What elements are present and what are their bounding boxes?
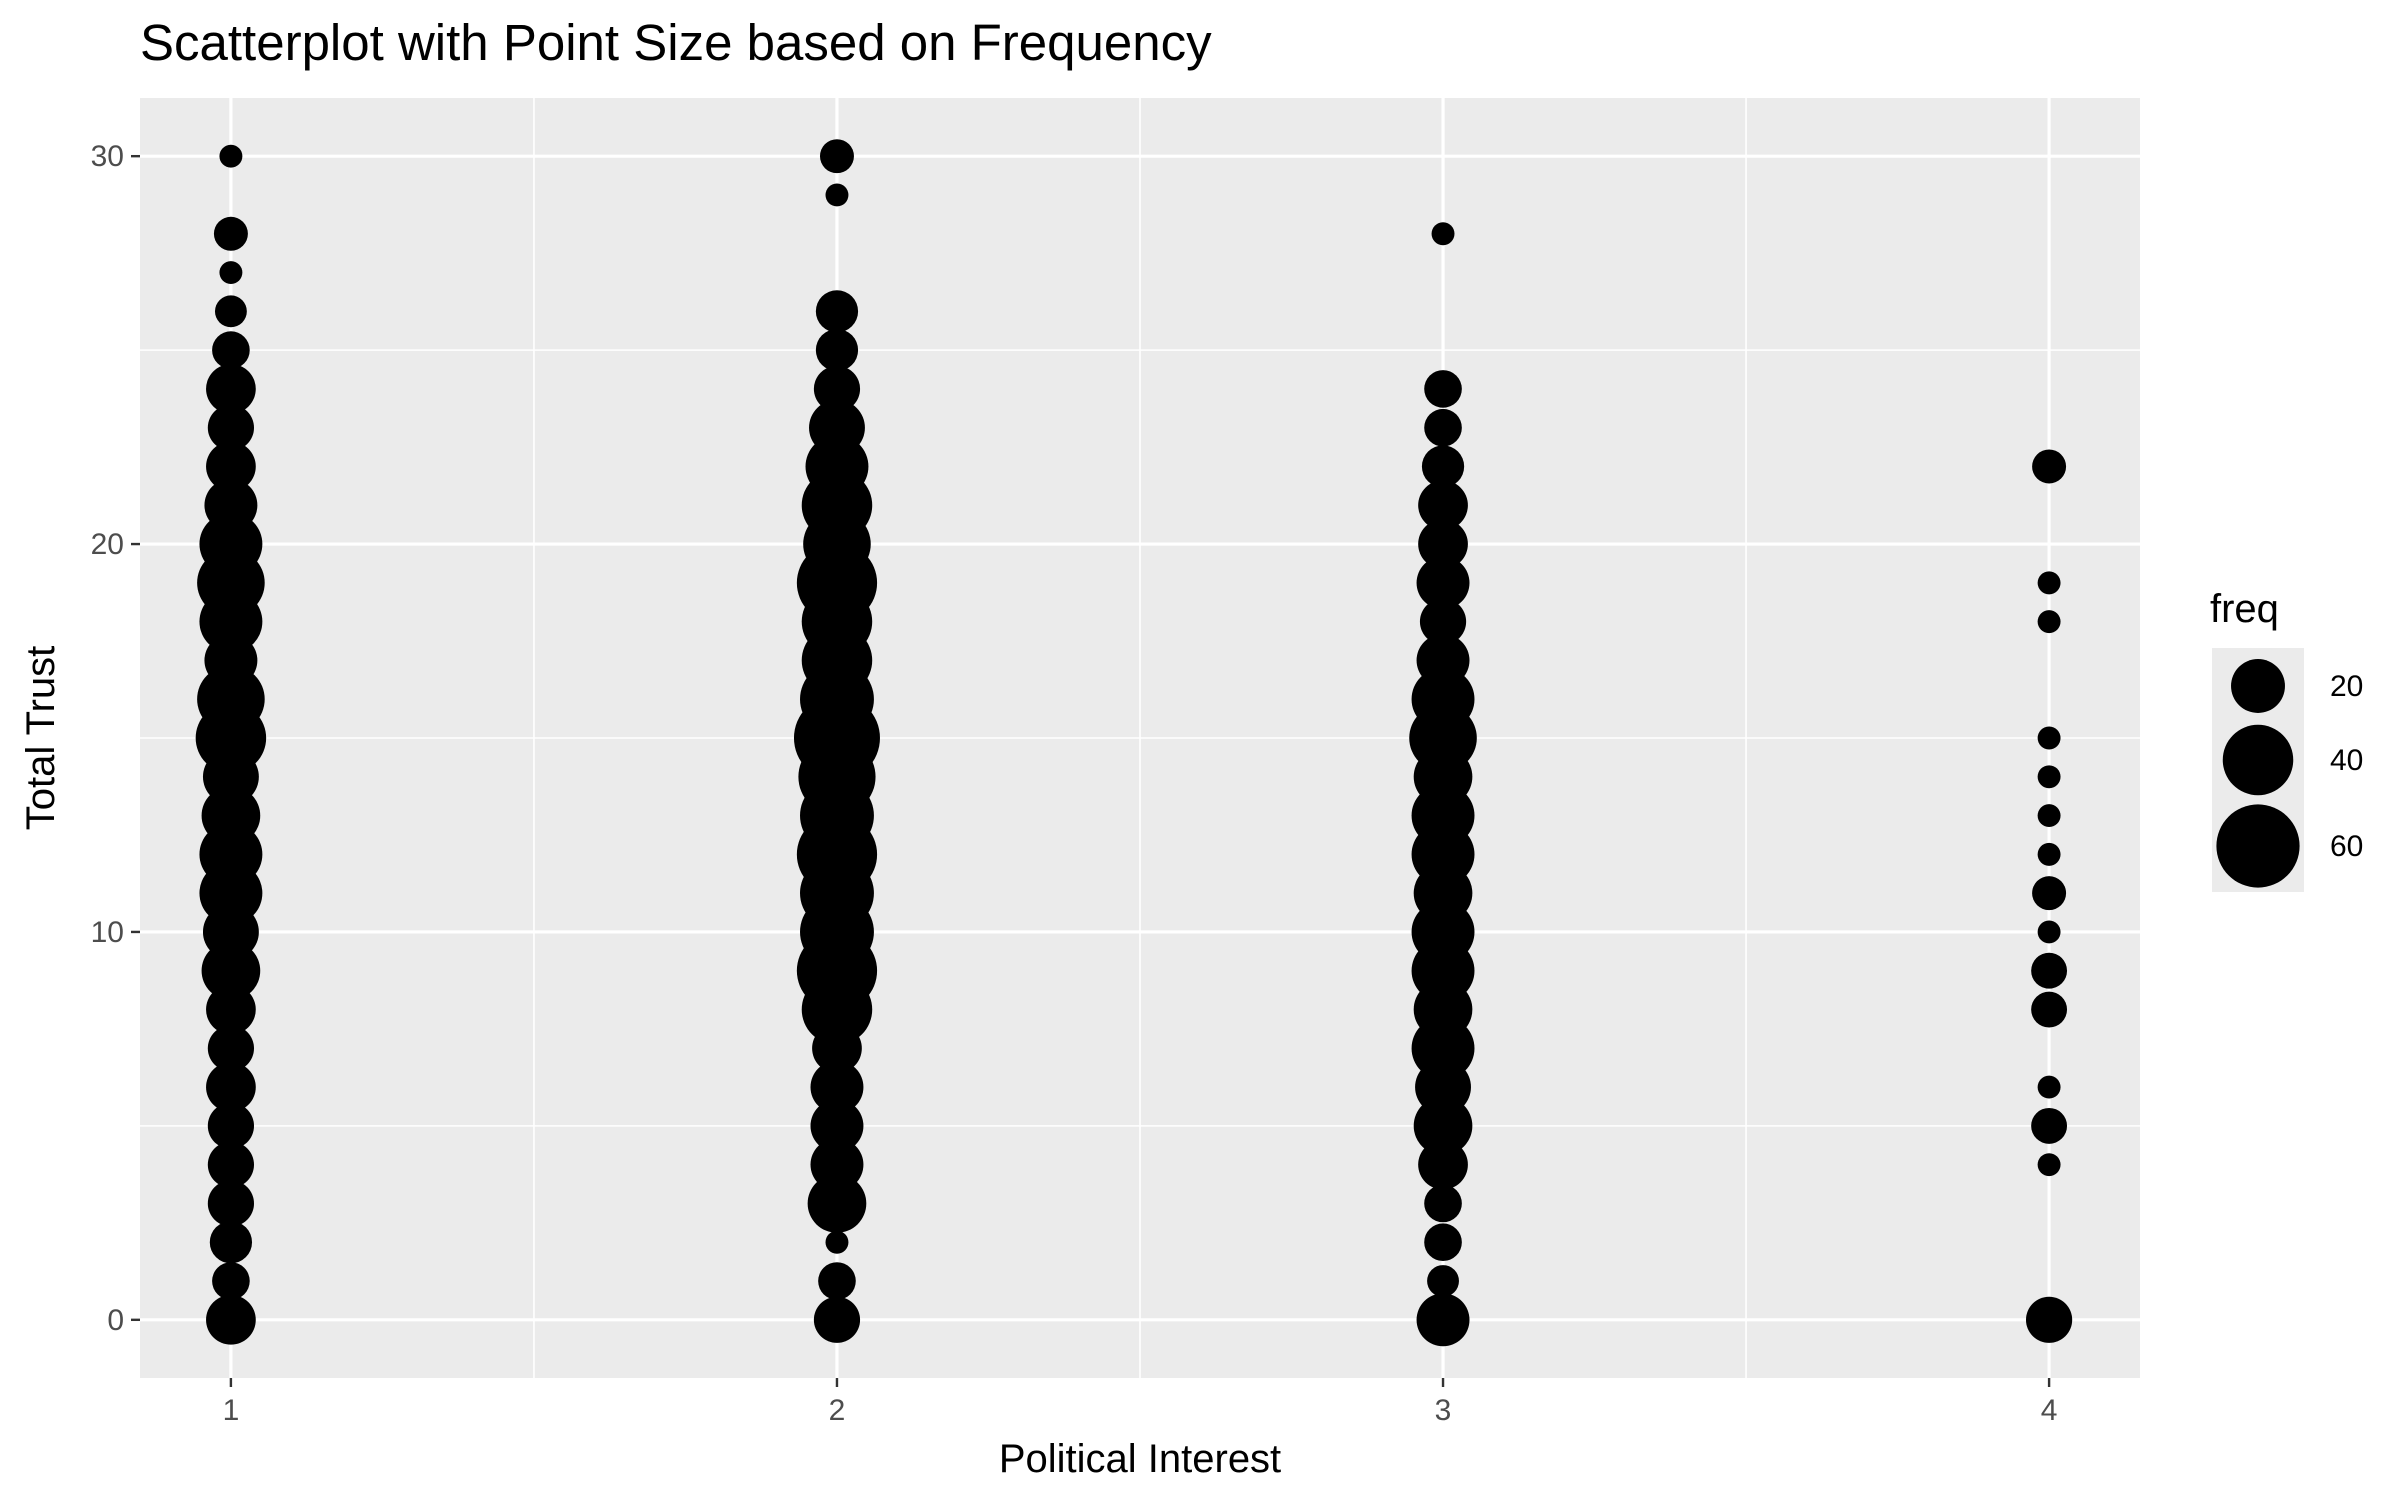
data-point	[207, 1102, 255, 1149]
data-point	[810, 1099, 864, 1153]
data-point	[2037, 610, 2061, 634]
data-point	[209, 1221, 253, 1264]
data-point	[819, 139, 854, 174]
x-axis-ticks: 1 2 3 4	[223, 1378, 2058, 1427]
data-point	[2031, 1107, 2068, 1144]
data-point	[2025, 1296, 2073, 1343]
data-point	[206, 364, 256, 414]
chart-title: Scatterplot with Point Size based on Fre…	[140, 14, 1212, 71]
x-axis-title: Political Interest	[999, 1437, 1281, 1481]
data-point	[1424, 1184, 1462, 1223]
data-point	[2037, 920, 2061, 944]
data-point	[1418, 480, 1468, 531]
legend-key-circle	[2216, 804, 2300, 888]
data-point	[212, 1262, 250, 1300]
y-tick-label: 30	[91, 140, 124, 173]
legend-key-label: 20	[2330, 670, 2363, 703]
data-point	[2031, 991, 2068, 1028]
data-point	[219, 144, 243, 168]
x-tick-label: 1	[223, 1394, 240, 1427]
data-point	[801, 974, 873, 1045]
data-point	[213, 216, 248, 251]
data-point	[813, 1296, 861, 1343]
data-point	[2037, 571, 2061, 595]
data-point	[813, 365, 861, 413]
data-point	[207, 1141, 255, 1188]
data-point	[2037, 1075, 2061, 1099]
data-point	[207, 404, 255, 451]
data-point	[1427, 1265, 1459, 1297]
data-point	[1419, 598, 1467, 645]
data-point	[1424, 370, 1462, 408]
data-point	[2032, 876, 2067, 911]
data-point	[2037, 842, 2061, 866]
data-point	[1424, 408, 1462, 447]
data-point	[810, 1060, 864, 1114]
data-point	[825, 183, 849, 207]
y-axis-title: Total Trust	[19, 646, 63, 831]
data-point	[2037, 765, 2061, 789]
data-point	[1416, 556, 1470, 610]
data-point	[825, 1230, 849, 1254]
x-tick-label: 4	[2041, 1394, 2058, 1427]
data-point	[1416, 1293, 1470, 1347]
data-point	[206, 1294, 256, 1345]
data-point	[1431, 222, 1455, 246]
data-point	[201, 941, 261, 1001]
data-point	[2031, 952, 2068, 989]
y-tick-label: 10	[91, 916, 124, 949]
data-point	[199, 590, 263, 654]
data-point	[219, 261, 243, 285]
data-point	[207, 1025, 255, 1072]
data-points	[195, 139, 2073, 1347]
data-point	[1421, 445, 1465, 488]
data-point	[207, 1180, 255, 1227]
data-point	[815, 290, 859, 333]
data-point	[1413, 1096, 1473, 1156]
y-tick-label: 0	[107, 1304, 124, 1337]
data-point	[818, 1262, 856, 1300]
data-point	[2037, 804, 2061, 828]
data-point	[1424, 1223, 1462, 1262]
data-point	[812, 1023, 862, 1074]
x-tick-label: 2	[829, 1394, 846, 1427]
data-point	[206, 984, 256, 1035]
data-point	[815, 329, 859, 372]
data-point	[1418, 1139, 1468, 1190]
legend-keys: 20 40 60	[2216, 659, 2363, 888]
x-tick-label: 3	[1435, 1394, 1452, 1427]
y-tick-label: 20	[91, 528, 124, 561]
legend-key-label: 60	[2330, 830, 2363, 863]
size-legend: freq 20 40 60	[2210, 587, 2363, 892]
y-axis-ticks: 0 10 20 30	[91, 140, 140, 1337]
legend-key-label: 40	[2330, 744, 2363, 777]
data-point	[1418, 519, 1468, 569]
legend-key-circle	[2231, 659, 2285, 713]
data-point	[206, 441, 256, 492]
data-point	[212, 331, 250, 369]
data-point	[214, 295, 247, 328]
data-point	[2032, 449, 2067, 484]
legend-key-circle	[2222, 724, 2294, 796]
minor-gridlines	[140, 98, 2140, 1378]
legend-title: freq	[2210, 587, 2279, 631]
data-point	[2037, 726, 2061, 750]
data-point	[807, 1174, 867, 1233]
data-point	[2037, 1153, 2061, 1177]
data-point	[206, 1062, 256, 1112]
